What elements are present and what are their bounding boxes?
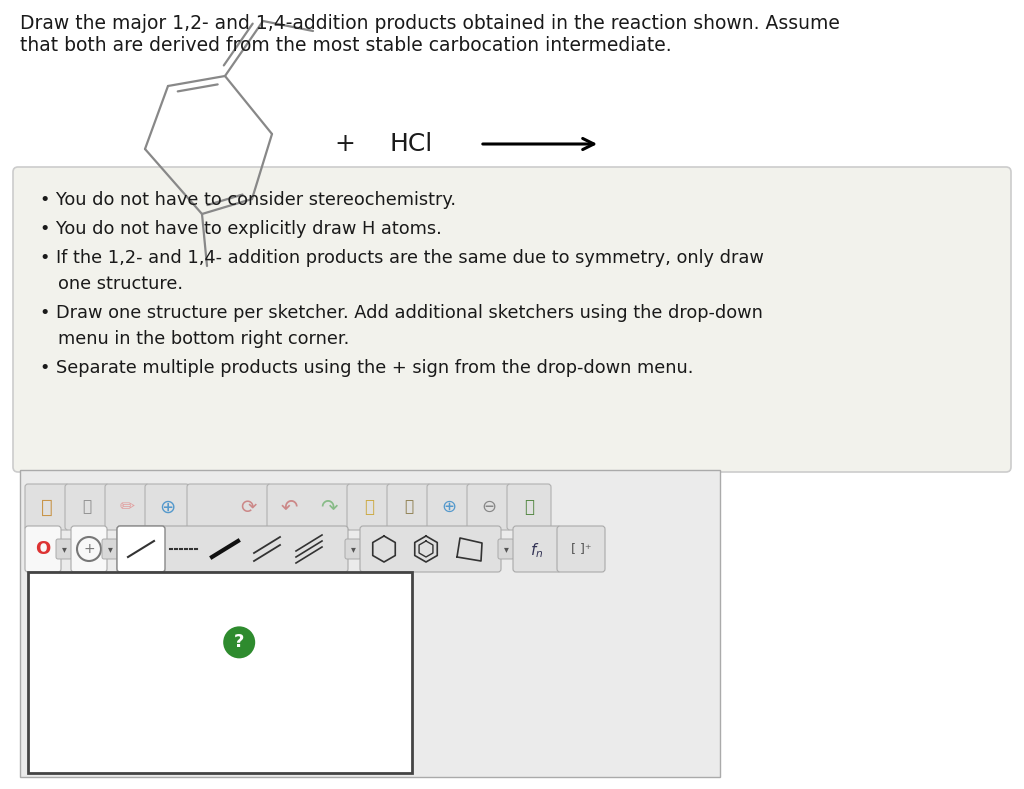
Text: Draw the major 1,2- and 1,4-addition products obtained in the reaction shown. As: Draw the major 1,2- and 1,4-addition pro… <box>20 14 840 33</box>
FancyBboxPatch shape <box>498 539 514 559</box>
Text: • If the 1,2- and 1,4- addition products are the same due to symmetry, only draw: • If the 1,2- and 1,4- addition products… <box>40 249 764 267</box>
FancyBboxPatch shape <box>13 167 1011 472</box>
FancyBboxPatch shape <box>507 484 551 530</box>
Text: ▾: ▾ <box>504 544 509 554</box>
Text: 🎨: 🎨 <box>524 498 534 516</box>
Text: ⟳: ⟳ <box>240 498 256 517</box>
Text: ⊕: ⊕ <box>441 498 457 516</box>
Text: ⊕: ⊕ <box>159 498 175 517</box>
Text: ✏: ✏ <box>120 498 134 516</box>
Text: $f_n$: $f_n$ <box>530 542 544 560</box>
FancyBboxPatch shape <box>427 484 471 530</box>
Text: ▾: ▾ <box>61 544 67 554</box>
FancyBboxPatch shape <box>513 526 561 572</box>
Text: ?: ? <box>234 634 245 652</box>
Text: ↶: ↶ <box>281 497 298 517</box>
Text: +: + <box>83 542 95 556</box>
Text: ⊖: ⊖ <box>481 498 497 516</box>
FancyBboxPatch shape <box>25 526 61 572</box>
Text: 🪙: 🪙 <box>364 498 374 516</box>
FancyBboxPatch shape <box>25 484 69 530</box>
FancyBboxPatch shape <box>65 484 109 530</box>
FancyBboxPatch shape <box>557 526 605 572</box>
FancyBboxPatch shape <box>145 484 189 530</box>
Bar <box>20 470 720 777</box>
FancyBboxPatch shape <box>117 526 348 572</box>
Text: that both are derived from the most stable carbocation intermediate.: that both are derived from the most stab… <box>20 36 672 55</box>
Text: ▾: ▾ <box>108 544 113 554</box>
Text: • You do not have to explicitly draw H atoms.: • You do not have to explicitly draw H a… <box>40 220 441 238</box>
FancyBboxPatch shape <box>56 539 72 559</box>
Bar <box>28 572 412 773</box>
FancyBboxPatch shape <box>117 526 165 572</box>
Text: 🧪: 🧪 <box>83 499 91 514</box>
Text: +: + <box>335 132 355 156</box>
FancyBboxPatch shape <box>267 484 351 530</box>
FancyBboxPatch shape <box>105 484 150 530</box>
Circle shape <box>223 626 255 658</box>
FancyBboxPatch shape <box>187 484 271 530</box>
Text: 📋: 📋 <box>404 499 414 514</box>
Text: ✋: ✋ <box>41 498 53 517</box>
Text: O: O <box>36 540 50 558</box>
FancyBboxPatch shape <box>467 484 511 530</box>
FancyBboxPatch shape <box>360 526 501 572</box>
FancyBboxPatch shape <box>345 539 361 559</box>
Text: • Separate multiple products using the + sign from the drop-down menu.: • Separate multiple products using the +… <box>40 359 693 377</box>
Text: menu in the bottom right corner.: menu in the bottom right corner. <box>58 330 349 348</box>
Text: one structure.: one structure. <box>58 275 183 293</box>
FancyBboxPatch shape <box>102 539 118 559</box>
FancyBboxPatch shape <box>347 484 391 530</box>
Text: • Draw one structure per sketcher. Add additional sketchers using the drop-down: • Draw one structure per sketcher. Add a… <box>40 304 763 322</box>
Text: • You do not have to consider stereochemistry.: • You do not have to consider stereochem… <box>40 191 456 209</box>
Text: ↷: ↷ <box>321 497 338 517</box>
FancyBboxPatch shape <box>387 484 431 530</box>
Text: HCl: HCl <box>390 132 433 156</box>
Text: ▾: ▾ <box>350 544 355 554</box>
FancyBboxPatch shape <box>71 526 106 572</box>
Text: [ ]⁺: [ ]⁺ <box>570 543 591 555</box>
